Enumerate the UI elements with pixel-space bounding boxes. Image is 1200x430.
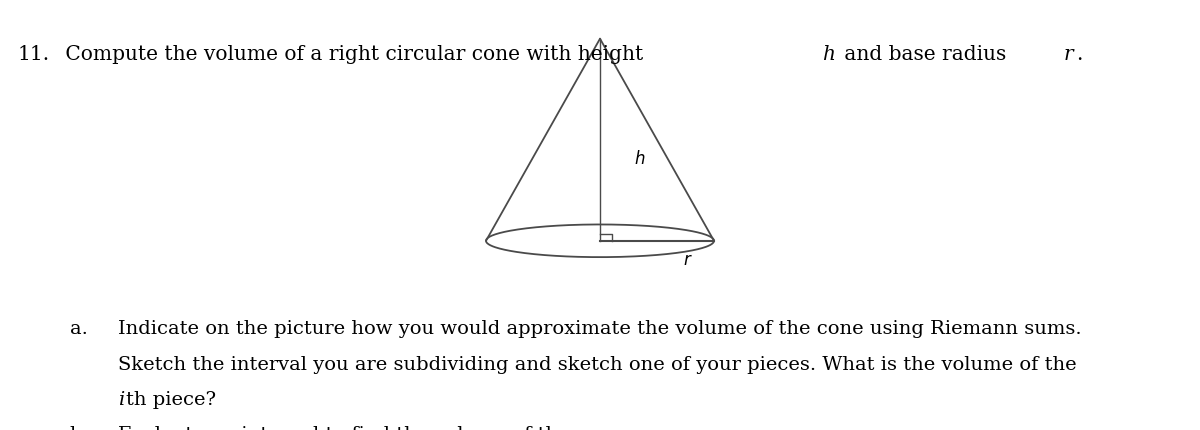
Text: h: h [822,45,834,64]
Text: and base radius: and base radius [839,45,1013,64]
Text: b.: b. [70,426,89,430]
Text: th piece?: th piece? [126,391,216,409]
Text: $h$: $h$ [634,150,646,168]
Text: $r$: $r$ [683,252,692,269]
Text: .: . [1076,45,1082,64]
Text: a.: a. [70,320,88,338]
Text: Compute the volume of a right circular cone with height: Compute the volume of a right circular c… [60,45,650,64]
Text: Indicate on the picture how you would approximate the volume of the cone using R: Indicate on the picture how you would ap… [118,320,1081,338]
Text: 11.: 11. [18,45,50,64]
Text: i: i [118,391,124,409]
Text: r: r [1063,45,1073,64]
Text: Evaluate an integral to find the volume of the cone.: Evaluate an integral to find the volume … [118,426,629,430]
Text: Sketch the interval you are subdividing and sketch one of your pieces. What is t: Sketch the interval you are subdividing … [118,356,1076,374]
